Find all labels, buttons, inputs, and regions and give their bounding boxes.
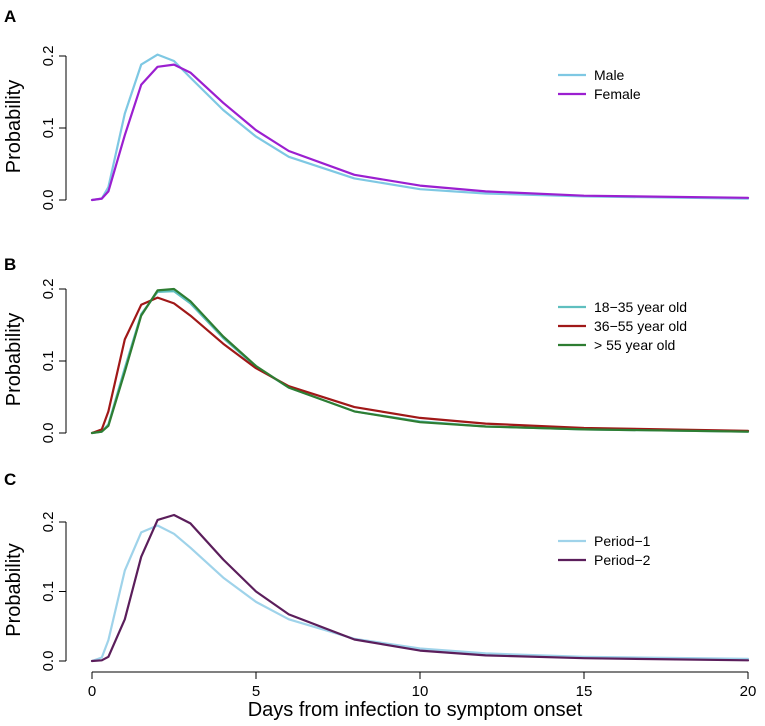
series-line-female bbox=[90, 63, 750, 202]
x-tick-label: 5 bbox=[252, 683, 260, 700]
legend-label: Female bbox=[594, 86, 641, 102]
y-tick-label: 0.1 bbox=[40, 581, 57, 602]
y-tick-label: 0.2 bbox=[40, 46, 57, 67]
panel-letter: B bbox=[4, 255, 16, 274]
y-tick-label: 0.2 bbox=[40, 512, 57, 533]
legend-label: Period−1 bbox=[594, 533, 651, 549]
legend-label: 36−55 year old bbox=[594, 318, 687, 334]
x-ticks-group: 0 5 10 15 20 bbox=[88, 672, 757, 700]
y-axis-label: Probability bbox=[3, 80, 25, 173]
legend-label: > 55 year old bbox=[594, 337, 675, 353]
x-tick-label: 15 bbox=[576, 683, 593, 700]
y-tick-label: 0.1 bbox=[40, 351, 57, 372]
y-tick-label: 0.0 bbox=[40, 190, 57, 211]
y-axis-label: Probability bbox=[3, 543, 25, 636]
series-line-male bbox=[90, 53, 750, 202]
x-axis-label: Days from infection to symptom onset bbox=[248, 699, 583, 721]
y-tick-label: 0.1 bbox=[40, 118, 57, 139]
panels-group: A 0.0 0.1 0.2 Probability Male Female B 0.0 0.1 0.… bbox=[3, 7, 750, 672]
panel-c: C 0.0 0.1 0.2 Probability Period−1 Period−2 bbox=[3, 470, 750, 672]
legend-label: 18−35 year old bbox=[594, 299, 687, 315]
shared-x-axis: 0 5 10 15 20 Days from infection to symptom … bbox=[88, 671, 757, 721]
panel-b: B 0.0 0.1 0.2 Probability 18−35 year old 36−55… bbox=[3, 255, 750, 444]
legend-label: Period−2 bbox=[594, 552, 651, 568]
x-tick-label: 0 bbox=[88, 683, 96, 700]
legend-label: Male bbox=[594, 67, 625, 83]
panel-a: A 0.0 0.1 0.2 Probability Male Female bbox=[3, 7, 750, 211]
y-tick-label: 0.0 bbox=[40, 423, 57, 444]
series-line-period-2 bbox=[90, 513, 750, 663]
y-tick-label: 0.2 bbox=[40, 279, 57, 300]
series-line-36-55-year-old bbox=[90, 296, 750, 435]
x-tick-label: 10 bbox=[412, 683, 429, 700]
panel-letter: C bbox=[4, 470, 16, 489]
series-line-period-1 bbox=[90, 524, 750, 663]
y-tick-label: 0.0 bbox=[40, 651, 57, 672]
y-axis-label: Probability bbox=[3, 313, 25, 406]
x-tick-label: 20 bbox=[740, 683, 757, 700]
panel-letter: A bbox=[4, 7, 16, 26]
series-line--55-year-old bbox=[90, 287, 750, 435]
